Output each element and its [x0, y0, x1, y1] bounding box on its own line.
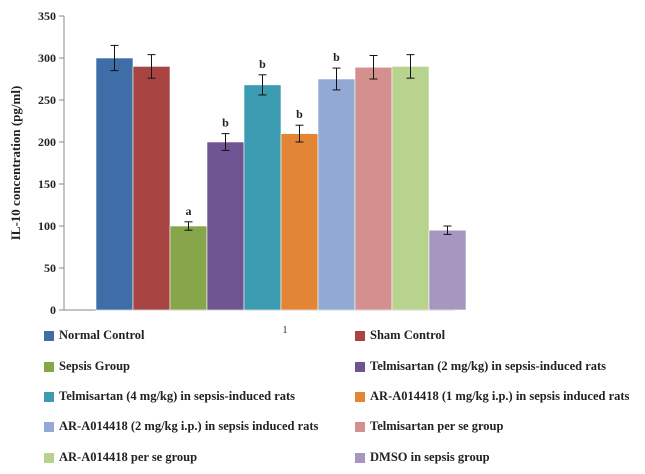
- legend-item: AR-A014418 (1 mg/kg i.p.) in sepsis indu…: [355, 389, 629, 404]
- y-tick-label: 150: [38, 177, 56, 191]
- legend-swatch: [355, 421, 365, 432]
- legend-swatch: [355, 452, 365, 463]
- legend-swatch: [355, 330, 365, 341]
- y-tick-label: 0: [50, 303, 56, 317]
- legend-label: Sepsis Group: [59, 359, 130, 373]
- legend-item: Normal Control: [44, 328, 145, 343]
- legend-item: AR-A014418 (2 mg/kg i.p.) in sepsis indu…: [44, 419, 318, 434]
- legend-swatch: [44, 330, 54, 341]
- legend-label: Normal Control: [59, 328, 145, 342]
- legend-label: Telmisartan per se group: [370, 419, 504, 433]
- legend-label: AR-A014418 (1 mg/kg i.p.) in sepsis indu…: [370, 389, 630, 403]
- significance-label: b: [222, 116, 229, 130]
- bar: [206, 141, 245, 311]
- legend-item: Sham Control: [355, 328, 445, 343]
- bar: [317, 78, 356, 311]
- bar: [354, 66, 393, 311]
- y-axis-title: IL-10 concentration (pg/ml): [8, 86, 23, 241]
- bar: [169, 225, 208, 311]
- y-tick-label: 250: [38, 93, 56, 107]
- y-tick-label: 350: [38, 9, 56, 23]
- legend-label: Telmisartan (2 mg/kg) in sepsis-induced …: [370, 359, 607, 373]
- legend-label: DMSO in sepsis group: [370, 450, 490, 464]
- bar: [280, 133, 319, 311]
- significance-label: b: [333, 50, 340, 64]
- legend-swatch: [44, 391, 54, 402]
- x-tick-label: 1: [283, 325, 288, 336]
- legend-item: Sepsis Group: [44, 359, 130, 374]
- legend-label: Telmisartan (4 mg/kg) in sepsis-induced …: [59, 389, 296, 403]
- legend-label: Sham Control: [370, 328, 446, 342]
- legend-swatch: [355, 361, 365, 372]
- y-tick-label: 300: [38, 51, 56, 65]
- y-tick-label: 200: [38, 135, 56, 149]
- legend-item: Telmisartan (2 mg/kg) in sepsis-induced …: [355, 359, 606, 374]
- bar: [391, 66, 430, 311]
- y-tick-label: 50: [44, 261, 56, 275]
- legend-item: Telmisartan (4 mg/kg) in sepsis-induced …: [44, 389, 295, 404]
- bar: [132, 66, 171, 311]
- legend-item: DMSO in sepsis group: [355, 450, 490, 465]
- bar: [95, 57, 134, 311]
- significance-label: b: [296, 107, 303, 121]
- bar: [243, 84, 282, 311]
- bar: [428, 229, 467, 311]
- legend-item: Telmisartan per se group: [355, 419, 503, 434]
- legend-swatch: [355, 391, 365, 402]
- legend-swatch: [44, 421, 54, 432]
- legend-item: AR-A014418 per se group: [44, 450, 197, 465]
- significance-label: a: [186, 204, 192, 218]
- legend-label: AR-A014418 per se group: [59, 450, 198, 464]
- legend-swatch: [44, 361, 54, 372]
- legend-swatch: [44, 452, 54, 463]
- legend-label: AR-A014418 (2 mg/kg i.p.) in sepsis indu…: [59, 419, 319, 433]
- significance-label: b: [259, 57, 266, 71]
- y-tick-label: 100: [38, 219, 56, 233]
